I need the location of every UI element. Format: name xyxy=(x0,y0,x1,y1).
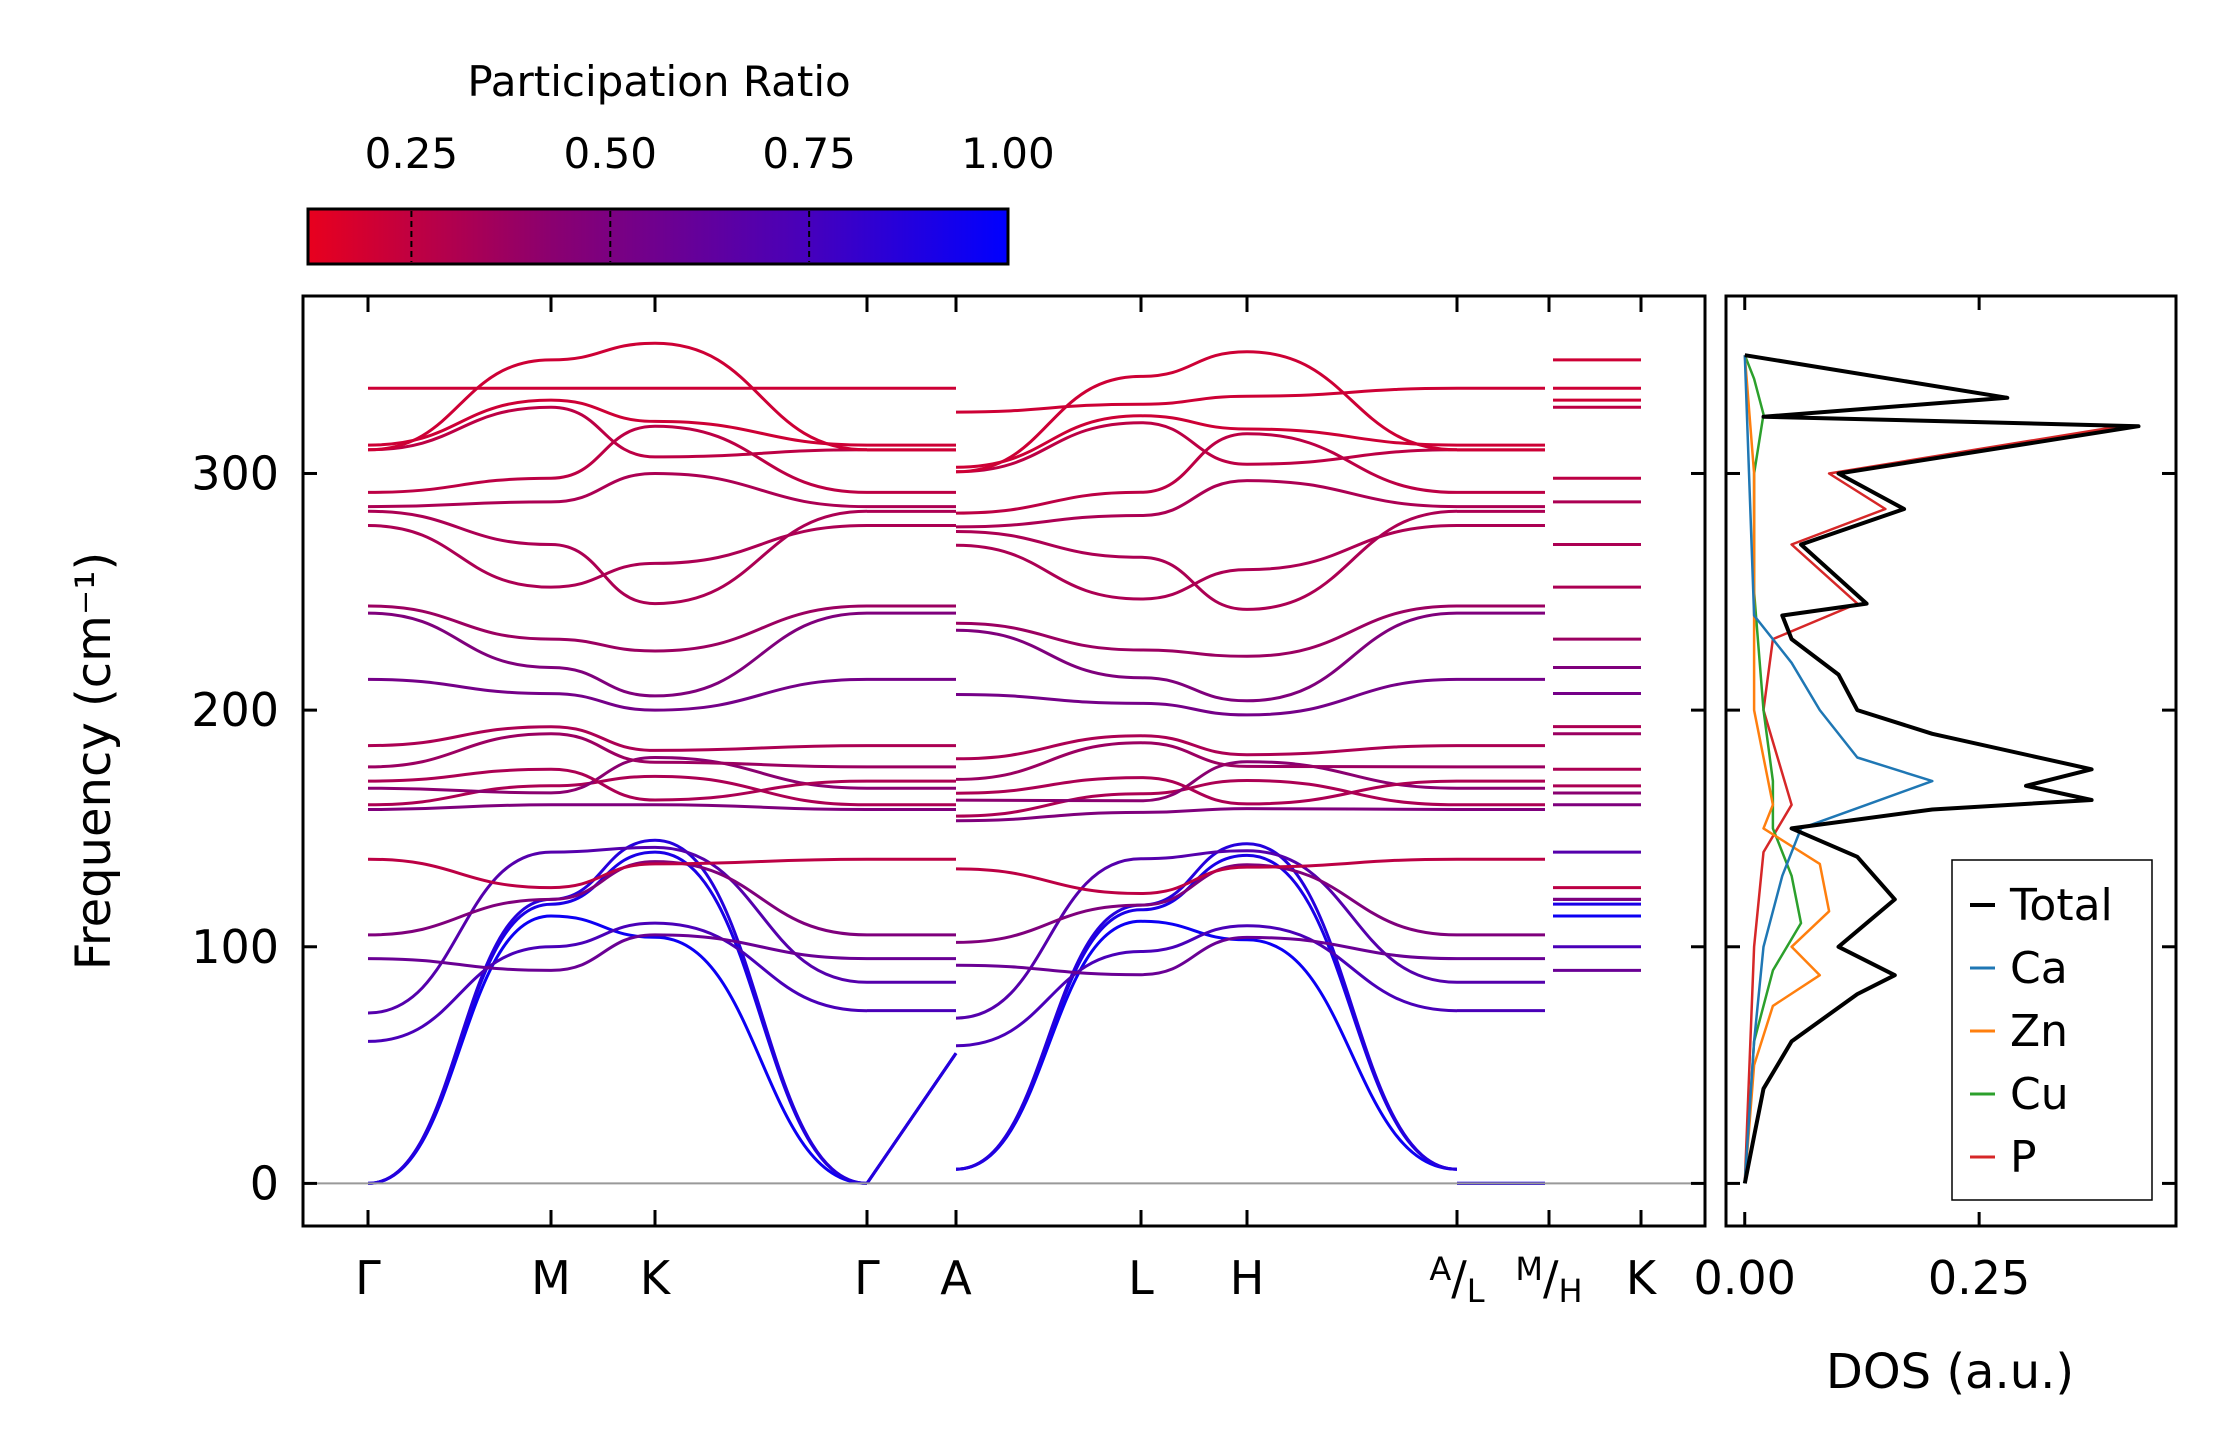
colorbar-tick-label: 0.50 xyxy=(564,129,658,178)
band-curve xyxy=(955,611,1458,703)
k-point-label: K xyxy=(640,1251,672,1305)
band-plot-frame xyxy=(301,294,1707,1228)
band-curve xyxy=(955,421,1458,474)
dos-x-axis-title: DOS (a.u.) xyxy=(1826,1344,2074,1400)
colorbar-gradient xyxy=(306,207,1010,266)
band-curve xyxy=(955,677,1458,717)
band-curve xyxy=(367,921,868,1043)
band-curve xyxy=(367,933,868,972)
dos-curve-total xyxy=(1742,353,2141,1184)
dos-plot-frame xyxy=(1724,294,2178,1228)
k-point-label: L xyxy=(1128,1251,1154,1305)
band-curve xyxy=(955,734,1458,761)
k-point-label: M/H xyxy=(1515,1250,1582,1310)
legend-label: P xyxy=(2010,1132,2037,1183)
band-curve xyxy=(367,509,868,606)
band-curve xyxy=(367,838,868,1185)
k-point-label: Γ xyxy=(854,1251,880,1305)
dos-curve-zn xyxy=(1743,355,1831,1184)
band-curve xyxy=(955,760,1458,803)
dos-legend: Total Ca Zn Cu P xyxy=(1951,859,2153,1201)
band-structure-panel: 0 100 200 300 Γ M K Γ A L H A/L M/H K Frequency (cm⁻¹… xyxy=(66,294,1707,1310)
band-curve xyxy=(955,863,1458,944)
band-curve xyxy=(367,803,868,811)
band-curve xyxy=(367,845,868,1015)
dos-panel: 0.00 0.25 DOS (a.u.) Total Ca Zn Cu P xyxy=(1694,294,2178,1400)
y-tick-label: 0 xyxy=(250,1156,279,1210)
dos-x-tick-label: 0.25 xyxy=(1928,1251,2030,1305)
band-curve xyxy=(955,807,1458,823)
band-curve xyxy=(367,398,868,447)
band-curve xyxy=(955,479,1458,529)
dos-curve-cu xyxy=(1743,354,1803,1184)
band-curve xyxy=(955,432,1458,515)
band-curve xyxy=(367,755,868,795)
band-curve xyxy=(367,725,868,752)
y-tick-label: 100 xyxy=(191,920,279,974)
colorbar-tick-label: 1.00 xyxy=(961,129,1055,178)
colorbar-tick-label: 0.25 xyxy=(365,129,459,178)
band-curve xyxy=(367,604,868,653)
dos-x-tick-label: 0.00 xyxy=(1694,1251,1796,1305)
band-curve xyxy=(955,386,1458,414)
band-curve xyxy=(367,341,868,452)
band-curve xyxy=(955,509,1458,611)
band-curve xyxy=(367,857,868,890)
y-tick-label: 300 xyxy=(191,446,279,500)
dos-curve-ca xyxy=(1743,355,1934,1184)
band-curve xyxy=(955,350,1458,474)
band-curve xyxy=(955,776,1458,806)
band-curve xyxy=(955,604,1458,658)
legend-label: Cu xyxy=(2010,1069,2069,1120)
k-point-label: K xyxy=(1626,1251,1658,1305)
band-curve xyxy=(367,524,868,589)
band-curve xyxy=(367,860,868,937)
colorbar-tick-label: 0.75 xyxy=(762,129,856,178)
band-curve xyxy=(367,405,868,459)
band-curve xyxy=(367,767,868,802)
k-point-label: M xyxy=(531,1251,571,1305)
colorbar: Participation Ratio 0.25 0.50 0.75 1.00 xyxy=(306,57,1055,266)
band-curve xyxy=(367,424,868,494)
legend-label: Ca xyxy=(2010,943,2068,994)
band-curve xyxy=(367,850,868,1185)
k-point-label: H xyxy=(1230,1251,1265,1305)
band-curve xyxy=(955,741,1458,781)
band-y-axis-title: Frequency (cm⁻¹) xyxy=(66,552,122,970)
band-curve xyxy=(367,677,868,712)
legend-label: Zn xyxy=(2010,1006,2068,1057)
band-curve xyxy=(955,924,1458,1048)
band-curve xyxy=(955,414,1458,469)
band-curve xyxy=(955,935,1458,977)
band-curve xyxy=(367,732,868,769)
band-curve xyxy=(955,919,1458,1171)
band-curve xyxy=(367,611,868,698)
band-curve xyxy=(367,471,868,509)
k-point-label: A xyxy=(940,1251,972,1305)
band-curve xyxy=(955,853,1458,1171)
k-point-label: Γ xyxy=(355,1251,381,1305)
y-tick-label: 200 xyxy=(191,683,279,737)
band-curve xyxy=(367,774,868,807)
k-point-label: A/L xyxy=(1429,1250,1484,1310)
band-curve xyxy=(955,842,1458,1171)
colorbar-title: Participation Ratio xyxy=(467,57,850,106)
band-curve xyxy=(367,914,868,1185)
band-curve xyxy=(955,849,1458,1020)
legend-label: Total xyxy=(2009,880,2113,931)
band-curve xyxy=(955,778,1458,818)
band-curve xyxy=(955,857,1458,896)
band-curve xyxy=(865,1052,958,1185)
